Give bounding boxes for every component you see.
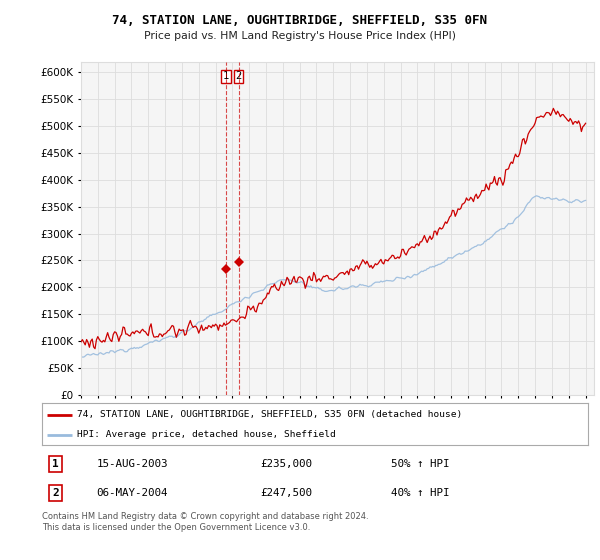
Text: £235,000: £235,000 (260, 459, 313, 469)
Text: 50% ↑ HPI: 50% ↑ HPI (391, 459, 450, 469)
Text: 15-AUG-2003: 15-AUG-2003 (97, 459, 168, 469)
Text: Price paid vs. HM Land Registry's House Price Index (HPI): Price paid vs. HM Land Registry's House … (144, 31, 456, 41)
Text: 06-MAY-2004: 06-MAY-2004 (97, 488, 168, 498)
Text: 74, STATION LANE, OUGHTIBRIDGE, SHEFFIELD, S35 0FN (detached house): 74, STATION LANE, OUGHTIBRIDGE, SHEFFIEL… (77, 410, 463, 419)
Text: Contains HM Land Registry data © Crown copyright and database right 2024.
This d: Contains HM Land Registry data © Crown c… (42, 512, 368, 532)
Text: 1: 1 (223, 71, 229, 81)
Text: 74, STATION LANE, OUGHTIBRIDGE, SHEFFIELD, S35 0FN: 74, STATION LANE, OUGHTIBRIDGE, SHEFFIEL… (113, 14, 487, 27)
Text: 1: 1 (52, 459, 59, 469)
Text: 2: 2 (52, 488, 59, 498)
Text: £247,500: £247,500 (260, 488, 313, 498)
Text: 2: 2 (235, 71, 242, 81)
Text: HPI: Average price, detached house, Sheffield: HPI: Average price, detached house, Shef… (77, 430, 336, 439)
Text: 40% ↑ HPI: 40% ↑ HPI (391, 488, 450, 498)
